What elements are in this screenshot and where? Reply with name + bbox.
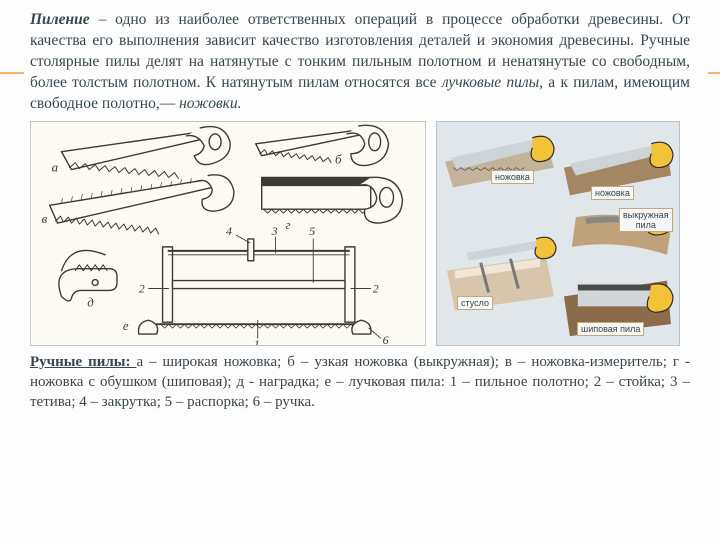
label-shipovaya: шиповая пила — [577, 322, 644, 336]
intro-title: Пиление — [30, 11, 90, 28]
svg-text:3: 3 — [271, 224, 278, 238]
decorative-rule — [708, 72, 720, 74]
label-a: а — [52, 160, 58, 174]
label-d: д — [87, 295, 94, 309]
intro-emph-2: ножовки. — [179, 95, 241, 112]
svg-text:2: 2 — [139, 281, 145, 295]
intro-dash: – — [90, 11, 116, 28]
label-v: в — [42, 212, 48, 226]
label-e: е — [123, 319, 129, 333]
label-nozhovka-2: ножовка — [591, 186, 634, 200]
figure-row: а б — [30, 121, 690, 346]
label-b: б — [335, 152, 342, 166]
figure-photo-saw-types: ножовка ножовка выкружная пила стусло ши… — [436, 121, 680, 346]
caption-head: Ручные пилы: — [30, 354, 136, 370]
svg-text:6: 6 — [383, 333, 389, 345]
intro-emph-1: лучковые пилы — [442, 74, 539, 91]
label-nozhovka-1: ножовка — [491, 170, 534, 184]
label-vykruzhnaya: выкружная пила — [619, 208, 673, 232]
svg-text:2: 2 — [373, 281, 379, 295]
decorative-rule — [0, 72, 24, 74]
svg-text:4: 4 — [226, 224, 232, 238]
figure-hand-saws-diagram: а б — [30, 121, 426, 346]
label-stuslo: стусло — [457, 296, 493, 310]
figure-caption: Ручные пилы: а – широкая ножовка; б – уз… — [30, 352, 690, 413]
svg-text:1: 1 — [254, 337, 260, 345]
intro-paragraph: Пиление – одно из наиболее ответственных… — [30, 10, 690, 115]
svg-text:5: 5 — [309, 224, 315, 238]
label-g: г — [285, 218, 290, 232]
